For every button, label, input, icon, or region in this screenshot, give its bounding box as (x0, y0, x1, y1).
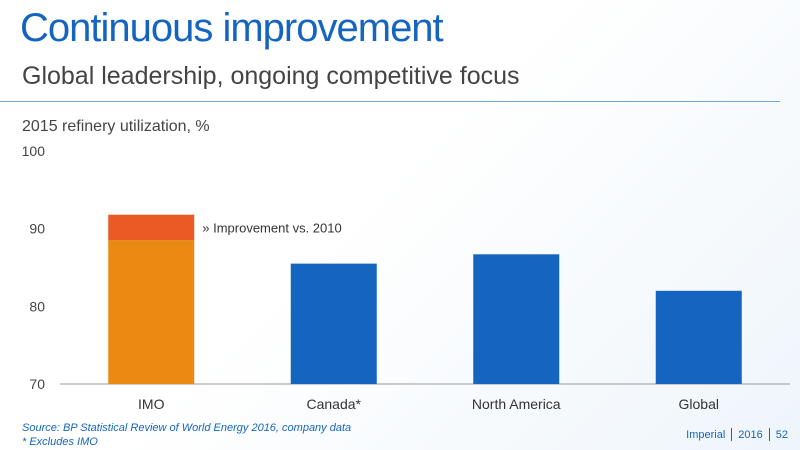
x-tick-label: North America (472, 396, 561, 412)
footer-separator (768, 428, 770, 441)
chart-title: 2015 refinery utilization, % (22, 118, 210, 135)
y-tick-label: 90 (29, 221, 45, 237)
footer-company: Imperial (686, 428, 726, 441)
y-tick-label: 80 (29, 298, 45, 314)
y-tick-label: 70 (29, 376, 45, 392)
x-tick-label: IMO (138, 396, 165, 412)
slide-footer: Imperial 2016 52 (686, 428, 788, 441)
page-title: Continuous improvement (20, 6, 444, 50)
exclusion-note: * Excludes IMO (22, 436, 98, 448)
footer-year: 2016 (738, 428, 763, 441)
y-tick-label: 100 (22, 143, 46, 159)
x-tick-label: Global (679, 396, 719, 412)
source-note: Source: BP Statistical Review of World E… (22, 422, 352, 434)
x-tick-label: Canada* (307, 396, 362, 412)
footer-separator (731, 428, 733, 441)
page-number: 52 (775, 428, 788, 441)
improvement-annotation: » Improvement vs. 2010 (202, 221, 341, 236)
bar-improvement-segment (108, 214, 195, 241)
header-divider (0, 101, 780, 102)
page-subtitle: Global leadership, ongoing competitive f… (22, 62, 520, 90)
bar-canada (290, 263, 377, 384)
bar-imo (108, 240, 195, 384)
bar-global (655, 290, 742, 384)
footnotes: Source: BP Statistical Review of World E… (22, 421, 351, 449)
bar-north-america (473, 254, 560, 384)
